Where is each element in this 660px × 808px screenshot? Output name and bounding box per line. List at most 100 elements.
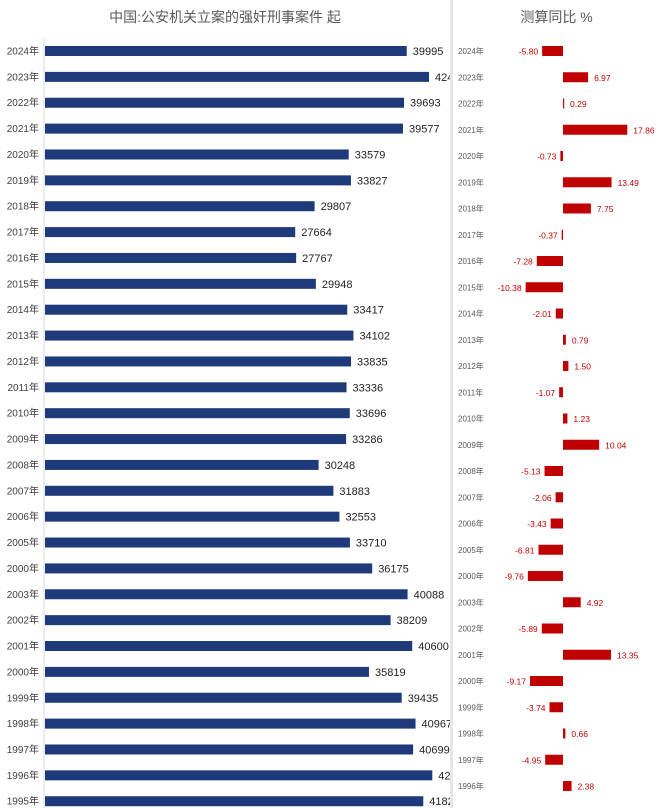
right-bar bbox=[559, 387, 563, 398]
right-value-label: 1.50 bbox=[574, 362, 591, 372]
right-value-label: -0.37 bbox=[538, 230, 558, 240]
left-value-label: 33835 bbox=[357, 356, 388, 368]
left-bar-chart: 2024年 39995 2023年 42458 2022年 39693 2021年 39577… bbox=[7, 38, 450, 808]
right-category-label: 2012年 bbox=[458, 361, 484, 371]
right-value-label: 0.29 bbox=[570, 99, 587, 109]
right-bar bbox=[541, 623, 563, 634]
left-category-label: 2015年 bbox=[7, 277, 39, 290]
left-category-label: 2018年 bbox=[7, 200, 39, 213]
left-value-label: 33710 bbox=[356, 538, 387, 550]
left-category-label: 1995年 bbox=[7, 795, 39, 808]
right-category-label: 1996年 bbox=[458, 781, 484, 791]
left-value-label: 33579 bbox=[355, 149, 386, 161]
right-bar bbox=[529, 676, 563, 686]
left-bar bbox=[45, 796, 424, 807]
left-value-label: 36175 bbox=[378, 563, 409, 575]
right-category-label: 2015年 bbox=[458, 282, 484, 292]
left-category-label: 2023年 bbox=[7, 70, 39, 83]
left-bar bbox=[45, 615, 391, 626]
left-category-label: 2009年 bbox=[7, 433, 39, 446]
right-bar bbox=[563, 72, 589, 83]
right-bar bbox=[549, 702, 563, 713]
left-bar bbox=[45, 227, 296, 238]
right-bar bbox=[536, 256, 563, 266]
left-value-label: 33696 bbox=[356, 408, 387, 420]
right-category-label: 2010年 bbox=[458, 414, 484, 424]
left-bar bbox=[45, 744, 414, 755]
right-bar bbox=[563, 413, 568, 424]
left-category-label: 2001年 bbox=[7, 640, 39, 653]
left-bar bbox=[45, 201, 315, 212]
right-value-label: -4.95 bbox=[522, 755, 542, 765]
right-bar bbox=[527, 571, 563, 581]
left-value-label: 34102 bbox=[359, 331, 390, 343]
left-category-label: 2002年 bbox=[7, 614, 39, 627]
left-value-label: 27664 bbox=[301, 227, 332, 239]
left-bar bbox=[45, 97, 405, 108]
left-value-label: 38209 bbox=[397, 615, 428, 627]
right-value-label: -2.01 bbox=[532, 309, 552, 319]
right-value-label: -2.06 bbox=[532, 493, 552, 503]
right-category-label: 2017年 bbox=[458, 230, 484, 240]
right-value-label: -9.17 bbox=[507, 677, 527, 687]
right-category-label: 2011年 bbox=[458, 387, 483, 397]
left-value-label: 40088 bbox=[414, 589, 445, 601]
right-bar bbox=[563, 361, 569, 371]
right-category-label: 2021年 bbox=[458, 125, 484, 135]
left-value-label: 39577 bbox=[409, 124, 440, 136]
left-category-label: 2006年 bbox=[7, 510, 39, 523]
right-category-label: 1999年 bbox=[458, 702, 484, 712]
right-bar bbox=[563, 177, 612, 188]
left-value-label: 33286 bbox=[352, 434, 383, 446]
right-category-label: 2016年 bbox=[458, 256, 484, 266]
left-bar bbox=[45, 304, 348, 315]
right-category-label: 2000年 bbox=[458, 571, 484, 581]
right-value-label: 13.35 bbox=[617, 650, 639, 660]
right-category-label: 2007年 bbox=[458, 492, 484, 502]
right-category-label: 2009年 bbox=[458, 440, 484, 450]
right-category-label: 2019年 bbox=[458, 177, 484, 187]
right-bar bbox=[545, 754, 563, 765]
left-bar bbox=[45, 666, 369, 677]
left-value-label: 29807 bbox=[321, 201, 352, 213]
left-category-label: 2014年 bbox=[7, 303, 39, 316]
left-category-label: 2005年 bbox=[7, 536, 39, 549]
left-chart-title: 中国:公安机关立案的强奸刑事案件 起 bbox=[109, 9, 341, 25]
right-value-label: -10.38 bbox=[498, 283, 522, 293]
left-bar bbox=[45, 356, 352, 367]
right-bar bbox=[550, 518, 563, 529]
right-value-label: 4.92 bbox=[587, 598, 604, 608]
left-value-label: 42820 bbox=[438, 770, 450, 782]
left-value-label: 40967 bbox=[422, 719, 450, 731]
left-bar bbox=[45, 149, 349, 160]
left-category-label: 1996年 bbox=[7, 769, 39, 782]
right-bar bbox=[555, 492, 563, 503]
left-category-label: 2024年 bbox=[7, 45, 39, 58]
right-value-label: 13.49 bbox=[618, 178, 640, 188]
left-category-label: 2021年 bbox=[7, 122, 39, 135]
left-bar bbox=[45, 718, 416, 729]
right-value-label: -5.89 bbox=[518, 624, 538, 634]
left-bar bbox=[45, 46, 407, 56]
left-category-label: 2019年 bbox=[7, 174, 39, 187]
left-value-label: 33417 bbox=[353, 305, 384, 317]
left-category-label: 2011年 bbox=[7, 381, 39, 394]
right-value-label: 7.75 bbox=[597, 204, 614, 214]
right-category-label: 2013年 bbox=[458, 335, 484, 345]
left-value-label: 32553 bbox=[345, 512, 376, 524]
right-bar bbox=[525, 282, 563, 293]
left-bar bbox=[45, 408, 350, 419]
left-bar bbox=[45, 641, 413, 652]
left-bar bbox=[45, 485, 334, 496]
left-bar bbox=[45, 770, 433, 781]
left-bar bbox=[45, 252, 297, 263]
right-bar bbox=[563, 124, 628, 135]
left-value-label: 41823 bbox=[429, 796, 450, 808]
right-category-label: 2014年 bbox=[458, 309, 484, 319]
left-bar bbox=[45, 123, 403, 134]
right-category-label: 1998年 bbox=[458, 729, 484, 739]
right-bar bbox=[563, 334, 566, 345]
right-value-label: 0.79 bbox=[572, 335, 589, 345]
left-bar bbox=[45, 71, 430, 82]
right-value-label: -3.74 bbox=[526, 703, 546, 713]
